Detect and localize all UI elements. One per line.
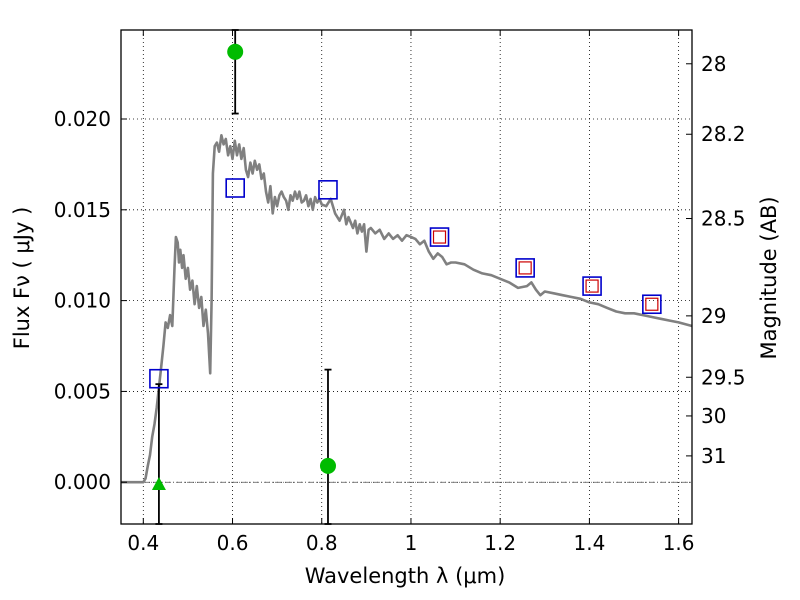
observed-detection-point <box>227 43 244 60</box>
model-photometry-square <box>225 178 245 198</box>
x-tick-label: 1.4 <box>573 531 605 555</box>
y-axis-label-right: Magnitude (AB) <box>757 196 781 359</box>
markers-layer <box>149 43 662 491</box>
grid <box>121 30 692 524</box>
red-photometry-square <box>432 230 447 244</box>
red-photometry-square <box>645 297 659 311</box>
magnitude-tick-label: 29.5 <box>701 365 746 389</box>
upper-limit-triangle <box>151 477 166 491</box>
y-tick-label: 0.015 <box>54 198 111 222</box>
model-photometry-square <box>429 227 450 247</box>
magnitude-tick-label: 31 <box>701 444 726 468</box>
plot-content <box>121 29 693 525</box>
x-axis-ticks: 0.4 0.6 0.8 1 1.2 1.4 1.6 <box>127 30 695 555</box>
observed-detection-point <box>319 457 336 474</box>
model-photometry-square <box>582 276 602 296</box>
magnitude-tick-label: 30 <box>701 404 726 428</box>
red-photometry-square <box>585 279 599 293</box>
red-photometry-square <box>518 261 532 275</box>
model-photometry-square <box>515 258 535 278</box>
magnitude-tick-label: 29 <box>701 304 726 328</box>
model-photometry-square <box>642 294 662 315</box>
model-photometry-square <box>149 368 169 389</box>
y-tick-label: 0.020 <box>54 107 111 131</box>
error-bars-layer <box>155 29 332 525</box>
x-axis-label: Wavelength λ (μm) <box>305 564 506 588</box>
y-tick-label: 0.010 <box>54 289 111 313</box>
x-tick-label: 1.6 <box>663 531 695 555</box>
x-tick-label: 1 <box>405 531 418 555</box>
x-tick-label: 0.8 <box>306 531 338 555</box>
y-axis-ticks: 0.000 0.005 0.010 0.015 0.020 <box>54 107 127 494</box>
magnitude-axis-ticks: 28 28.2 28.5 29 29.5 30 31 <box>686 52 746 468</box>
model-photometry-square <box>318 180 338 200</box>
model-spectrum-line <box>121 134 693 484</box>
plot-frame <box>120 29 693 525</box>
y-tick-label: 0.000 <box>54 470 111 494</box>
y-axis-label-left: Flux Fν ( μJy ) <box>10 207 34 350</box>
x-tick-label: 0.4 <box>127 531 159 555</box>
x-tick-label: 1.2 <box>484 531 516 555</box>
magnitude-tick-label: 28.5 <box>701 207 746 231</box>
model-spectrum-layer <box>121 134 693 484</box>
magnitude-tick-label: 28.2 <box>701 122 746 146</box>
y-tick-label: 0.005 <box>54 379 111 403</box>
magnitude-tick-label: 28 <box>701 52 726 76</box>
x-tick-label: 0.6 <box>217 531 249 555</box>
